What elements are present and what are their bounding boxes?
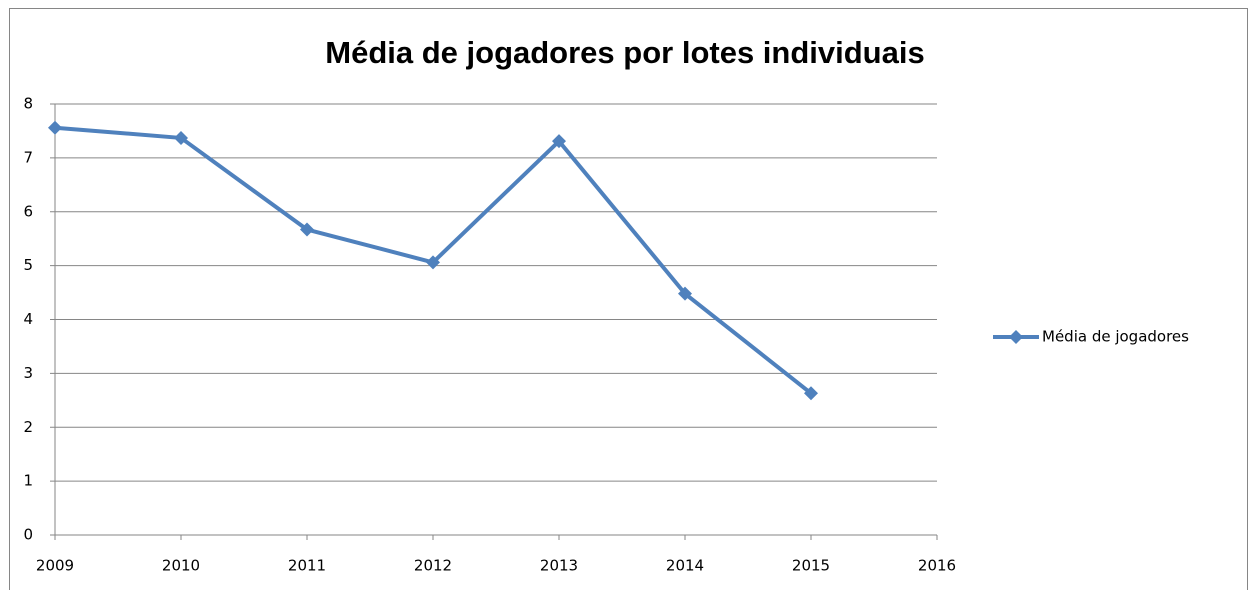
x-tick-label: 2012 bbox=[414, 557, 452, 575]
x-tick-label: 2014 bbox=[666, 557, 704, 575]
data-point bbox=[552, 134, 566, 149]
y-tick-label: 0 bbox=[23, 526, 33, 544]
x-tick-label: 2009 bbox=[36, 557, 74, 575]
y-tick-label: 7 bbox=[23, 148, 33, 166]
x-tick-label: 2013 bbox=[540, 557, 578, 575]
chart-title: Média de jogadores por lotes individuais bbox=[325, 35, 924, 70]
data-point bbox=[174, 130, 188, 145]
y-tick-label: 5 bbox=[23, 256, 33, 274]
data-point bbox=[300, 222, 314, 237]
legend-marker bbox=[1009, 330, 1023, 344]
y-tick-label: 2 bbox=[23, 418, 33, 436]
chart-border bbox=[9, 8, 1248, 590]
legend-label: Média de jogadores bbox=[1042, 328, 1189, 346]
data-point bbox=[426, 255, 440, 270]
x-tick-label: 2016 bbox=[918, 557, 956, 575]
y-tick-label: 6 bbox=[23, 202, 33, 220]
x-tick-label: 2010 bbox=[162, 557, 200, 575]
y-tick-label: 8 bbox=[23, 95, 33, 113]
x-tick-label: 2011 bbox=[288, 557, 326, 575]
data-point bbox=[804, 386, 818, 401]
x-tick-label: 2015 bbox=[792, 557, 830, 575]
data-point bbox=[678, 286, 692, 301]
y-tick-label: 3 bbox=[23, 364, 33, 382]
data-point bbox=[48, 120, 62, 135]
y-tick-label: 1 bbox=[23, 472, 33, 490]
y-tick-label: 4 bbox=[23, 310, 33, 328]
